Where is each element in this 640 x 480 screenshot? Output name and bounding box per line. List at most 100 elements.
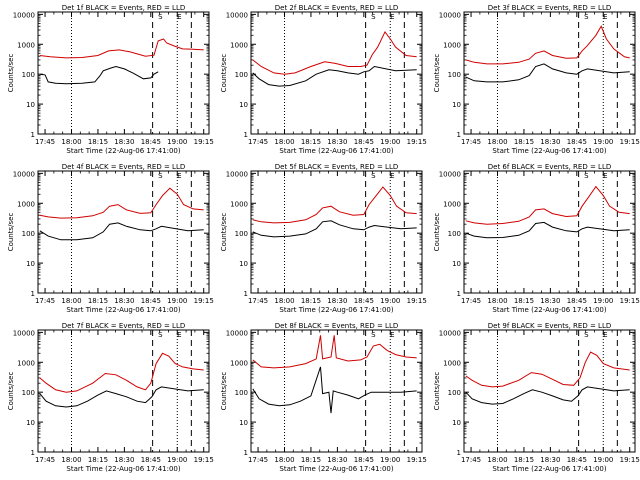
y-tick-label: 10000 — [226, 11, 248, 19]
x-tick-label: 17:45 — [35, 297, 55, 305]
y-tick-label: 1000 — [17, 41, 35, 49]
region-label-e: E — [177, 331, 181, 339]
x-tick-label: 18:00 — [487, 456, 507, 464]
y-axis-label: Counts/sec — [433, 372, 441, 411]
y-tick-label: 1 — [457, 290, 461, 298]
region-label-s: S — [584, 331, 589, 339]
panel-title: Det 9f BLACK = Events, RED = LLD — [488, 322, 611, 330]
x-tick-label: 18:00 — [487, 297, 507, 305]
x-axis-label: Start Time (22-Aug-06 17:41:00) — [279, 306, 393, 314]
x-tick-label: 18:30 — [540, 138, 560, 146]
y-tick-label: 10000 — [439, 11, 461, 19]
x-tick-label: 18:30 — [540, 456, 560, 464]
y-tick-label: 1 — [244, 449, 248, 457]
chart-panel-6: 1 10 100 1000 10000 17:45 18:00 18:15 18:30 18:45… — [433, 163, 640, 314]
x-tick-label: 17:45 — [35, 138, 55, 146]
panel-title: Det 1f BLACK = Events, RED = LLD — [62, 4, 185, 12]
x-tick-label: 19:15 — [620, 138, 640, 146]
x-axis-label: Start Time (22-Aug-06 17:41:00) — [492, 306, 606, 314]
region-label-s: S — [584, 172, 589, 180]
x-tick-label: 18:45 — [567, 456, 587, 464]
y-axis-label: Counts/sec — [220, 54, 228, 93]
panel-title: Det 6f BLACK = Events, RED = LLD — [488, 163, 611, 171]
y-tick-label: 1000 — [17, 359, 35, 367]
plot-frame — [250, 329, 423, 453]
x-tick-label: 18:45 — [567, 297, 587, 305]
x-tick-label: 19:15 — [194, 456, 214, 464]
region-label-s: S — [158, 13, 163, 21]
y-tick-label: 1000 — [443, 41, 461, 49]
x-tick-label: 18:30 — [327, 138, 347, 146]
x-tick-label: 18:30 — [114, 456, 134, 464]
series-line-lld — [252, 186, 417, 224]
series-line-lld — [39, 38, 204, 59]
y-tick-label: 10000 — [226, 329, 248, 337]
x-tick-label: 19:15 — [620, 297, 640, 305]
x-tick-label: 18:15 — [514, 138, 534, 146]
x-tick-label: 18:45 — [354, 297, 374, 305]
y-tick-label: 10 — [26, 101, 35, 109]
x-tick-label: 17:45 — [248, 138, 268, 146]
x-tick-label: 18:00 — [274, 138, 294, 146]
y-tick-label: 10000 — [226, 170, 248, 178]
x-axis-label: Start Time (22-Aug-06 17:41:00) — [279, 147, 393, 155]
x-tick-label: 18:30 — [540, 297, 560, 305]
series-line-events — [252, 220, 417, 238]
series-line-lld — [39, 352, 204, 393]
x-tick-label: 18:30 — [114, 138, 134, 146]
x-tick-label: 19:15 — [407, 297, 427, 305]
x-tick-label: 19:00 — [167, 297, 187, 305]
y-tick-label: 10 — [26, 260, 35, 268]
y-tick-label: 100 — [22, 389, 35, 397]
x-tick-label: 18:45 — [141, 456, 161, 464]
x-tick-label: 18:30 — [327, 456, 347, 464]
plot-frame — [37, 11, 210, 135]
x-tick-label: 18:15 — [88, 297, 108, 305]
x-tick-label: 19:15 — [194, 297, 214, 305]
x-tick-label: 17:45 — [35, 456, 55, 464]
x-tick-label: 19:00 — [593, 138, 613, 146]
region-label-s: S — [158, 331, 163, 339]
y-tick-label: 1 — [31, 290, 35, 298]
x-axis-label: Start Time (22-Aug-06 17:41:00) — [66, 306, 180, 314]
y-tick-label: 1000 — [443, 359, 461, 367]
series-line-events — [252, 65, 417, 87]
region-label-e: E — [603, 331, 607, 339]
series-line-lld — [252, 335, 417, 369]
x-tick-label: 17:45 — [461, 297, 481, 305]
y-axis-label: Counts/sec — [220, 372, 228, 411]
chart-panel-7: 1 10 100 1000 10000 17:45 18:00 18:15 18:30 18:45… — [7, 322, 214, 473]
x-tick-label: 18:45 — [141, 297, 161, 305]
y-tick-label: 10000 — [439, 170, 461, 178]
x-tick-label: 18:45 — [354, 138, 374, 146]
chart-panel-8: 1 10 100 1000 10000 17:45 18:00 18:15 18:30 18:45… — [220, 322, 427, 473]
y-tick-label: 1000 — [230, 200, 248, 208]
y-tick-label: 100 — [235, 230, 248, 238]
region-label-e: E — [390, 13, 394, 21]
x-tick-label: 18:30 — [114, 297, 134, 305]
panel-title: Det 3f BLACK = Events, RED = LLD — [488, 4, 611, 12]
y-tick-label: 100 — [235, 71, 248, 79]
x-axis-label: Start Time (22-Aug-06 17:41:00) — [492, 465, 606, 473]
x-tick-label: 17:45 — [461, 456, 481, 464]
y-tick-label: 100 — [448, 230, 461, 238]
x-tick-label: 18:15 — [514, 297, 534, 305]
y-axis-label: Counts/sec — [433, 54, 441, 93]
y-tick-label: 1000 — [230, 41, 248, 49]
panel-title: Det 8f BLACK = Events, RED = LLD — [275, 322, 398, 330]
plot-frame — [250, 170, 423, 294]
chart-panel-1: 1 10 100 1000 10000 17:45 18:00 18:15 18:30 18:45… — [7, 4, 214, 155]
x-tick-label: 19:00 — [593, 456, 613, 464]
y-axis-label: Counts/sec — [220, 213, 228, 252]
series-line-events — [465, 221, 630, 239]
x-tick-label: 19:00 — [593, 297, 613, 305]
y-axis-label: Counts/sec — [7, 372, 15, 411]
y-tick-label: 10000 — [439, 329, 461, 337]
y-tick-label: 1000 — [17, 200, 35, 208]
x-tick-label: 18:30 — [327, 297, 347, 305]
x-tick-label: 19:00 — [380, 456, 400, 464]
y-tick-label: 10 — [239, 260, 248, 268]
x-axis-label: Start Time (22-Aug-06 17:41:00) — [66, 147, 180, 155]
x-tick-label: 17:45 — [461, 138, 481, 146]
